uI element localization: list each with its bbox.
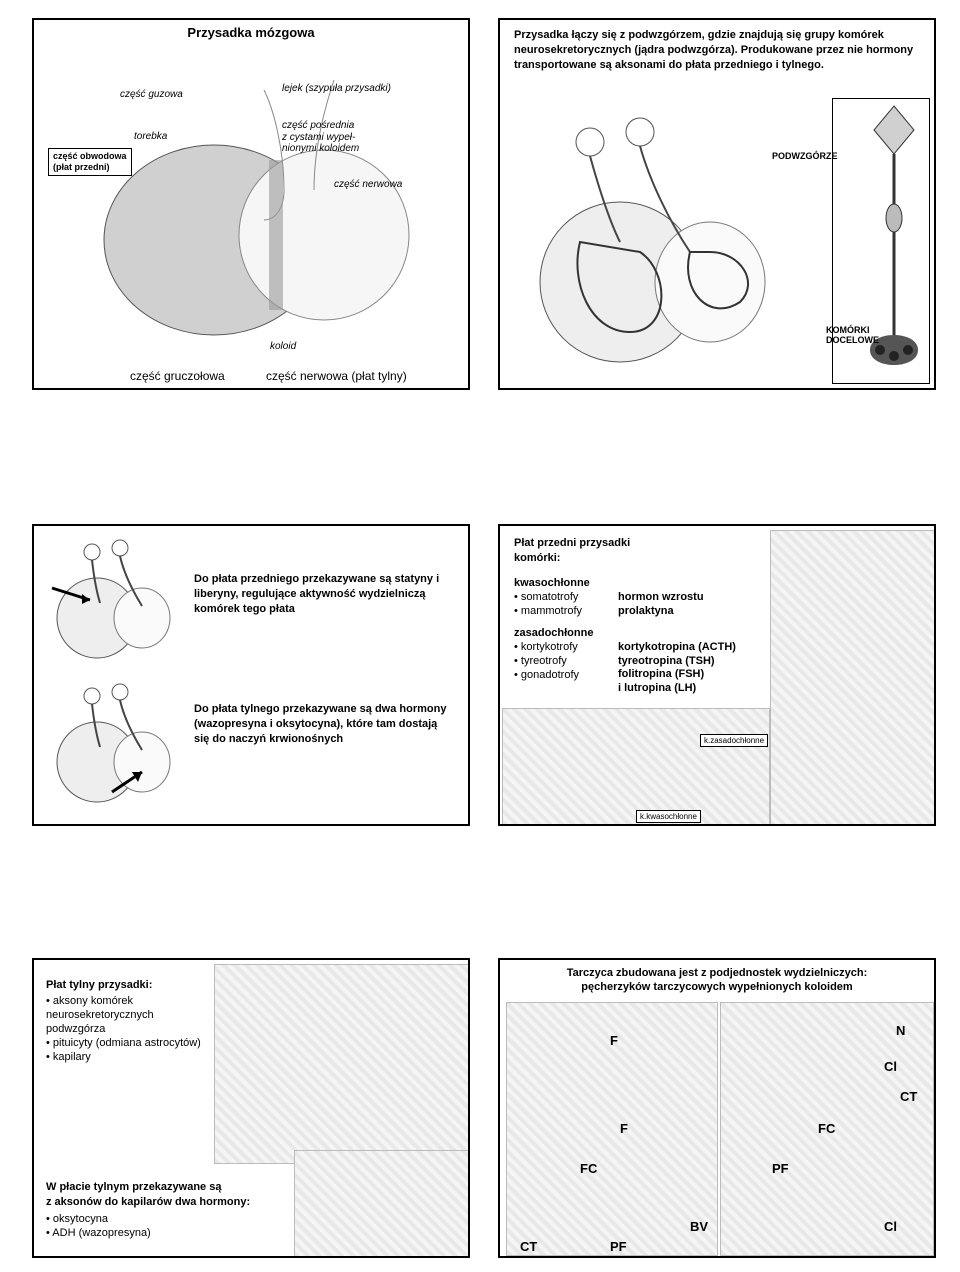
caption-left: część gruczołowa <box>130 368 225 384</box>
annot-Cl1: Cl <box>884 1058 897 1076</box>
annot-PF1: PF <box>610 1238 627 1256</box>
slide4-heading: Płat przedni przysadki komórki: <box>514 536 630 566</box>
g1-r0: hormon wzrostu <box>618 590 704 605</box>
slide-1: Przysadka mózgowa część guzowa torebka c… <box>32 18 470 390</box>
s5-i3: • pituicyty (odmiana astrocytów) <box>46 1036 201 1051</box>
annot-FC2: FC <box>818 1120 835 1138</box>
slide4-group1: kwasochłonne <box>514 576 590 591</box>
micrograph-main <box>214 964 470 1164</box>
hypothalamus-diagram <box>510 102 810 380</box>
annot-CT2: CT <box>900 1088 917 1106</box>
slide3-para2: Do płata tylnego przekazywane są dwa hor… <box>194 702 454 747</box>
label-komorki-docelowe: KOMÓRKI DOCELOWE <box>826 326 879 346</box>
pituitary-svg <box>74 70 434 350</box>
label-torebka: torebka <box>134 130 167 144</box>
slide-3: Do płata przedniego przekazywane są stat… <box>32 524 470 826</box>
annot-N: N <box>896 1022 905 1040</box>
label-czesc-posrednia: część pośrednia z cystami wypeł- nionymi… <box>282 120 359 155</box>
label-lejek: lejek (szypuła przysadki) <box>282 82 391 96</box>
g2-r0: kortykotropina (ACTH) <box>618 640 736 655</box>
s5-i0: • aksony komórek <box>46 994 133 1009</box>
micrograph-bottom <box>502 708 770 826</box>
diagram-posterior <box>42 682 182 812</box>
annot-BV: BV <box>690 1218 708 1236</box>
annot-FC: FC <box>580 1160 597 1178</box>
label-koloid: koloid <box>270 340 296 354</box>
label-czesc-nerwowa: część nerwowa <box>334 178 402 192</box>
slide-2: Przysadka łączy się z podwzgórzem, gdzie… <box>498 18 936 390</box>
g2-l0: • kortykotrofy <box>514 640 578 655</box>
annot-CT1: CT <box>520 1238 537 1256</box>
s5-i1: neurosekretorycznych <box>46 1008 154 1023</box>
slide1-title: Przysadka mózgowa <box>34 24 468 42</box>
annot-F1: F <box>610 1032 618 1050</box>
s5-p2-1: • ADH (wazopresyna) <box>46 1226 151 1241</box>
label-k-kwasochlonne: k.kwasochłonne <box>636 810 701 823</box>
slide2-intro: Przysadka łączy się z podwzgórzem, gdzie… <box>514 28 920 73</box>
diagram-anterior <box>42 538 182 668</box>
s5-i2: podwzgórza <box>46 1022 105 1037</box>
micrograph-right <box>770 530 936 826</box>
g2-r1: tyreotropina (TSH) <box>618 654 715 669</box>
label-k-zasadochlonne: k.zasadochłonne <box>700 734 768 747</box>
slide5-heading: Płat tylny przysadki: <box>46 978 152 993</box>
slide-5: Płat tylny przysadki: • aksony komórek n… <box>32 958 470 1258</box>
hypothalamus-svg <box>510 102 810 380</box>
annot-Cl2: Cl <box>884 1218 897 1236</box>
g1-r1: prolaktyna <box>618 604 674 619</box>
micrograph-inset <box>294 1150 470 1258</box>
slide-4: Płat przedni przysadki komórki: kwasochł… <box>498 524 936 826</box>
s5-i4: • kapilary <box>46 1050 91 1065</box>
pituitary-drawing <box>74 70 434 350</box>
g2-l1: • tyreotrofy <box>514 654 567 669</box>
slide4-group2: zasadochłonne <box>514 626 593 641</box>
g2-r2: folitropina (FSH) i lutropina (LH) <box>618 668 704 696</box>
label-czesc-obwodowa: część obwodowa (płat przedni) <box>48 148 132 176</box>
slide5-para2-lead: W płacie tylnym przekazywane są z aksonó… <box>46 1180 250 1210</box>
annot-PF2: PF <box>772 1160 789 1178</box>
label-podwzgorze: PODWZGÓRZE <box>772 150 838 162</box>
g1-l0: • somatotrofy <box>514 590 578 605</box>
caption-right: część nerwowa (płat tylny) <box>266 368 407 384</box>
g2-l2: • gonadotrofy <box>514 668 579 683</box>
label-czesc-guzowa: część guzowa <box>120 88 183 102</box>
slide3-para1: Do płata przedniego przekazywane są stat… <box>194 572 454 617</box>
s5-p2-0: • oksytocyna <box>46 1212 108 1227</box>
slide-6: Tarczyca zbudowana jest z podjednostek w… <box>498 958 936 1258</box>
annot-F2: F <box>620 1120 628 1138</box>
slide6-heading: Tarczyca zbudowana jest z podjednostek w… <box>514 966 920 995</box>
g1-l1: • mammotrofy <box>514 604 582 619</box>
